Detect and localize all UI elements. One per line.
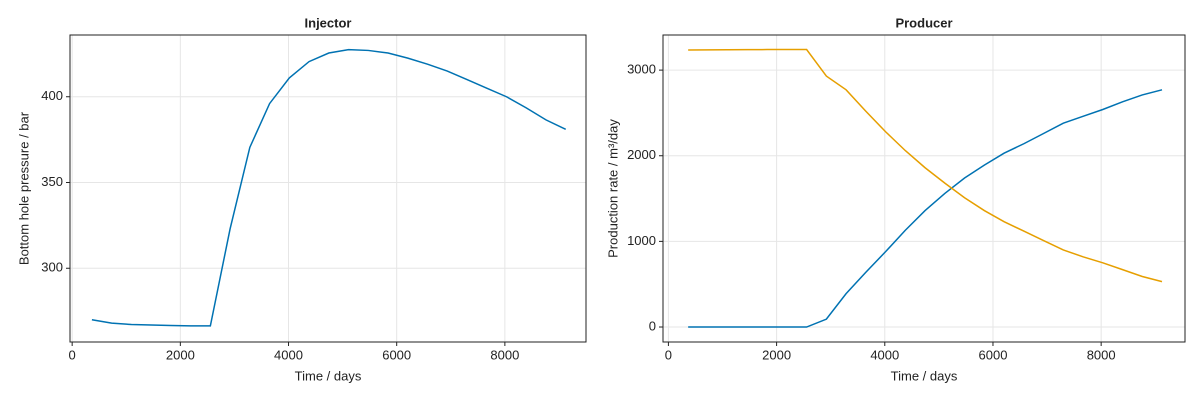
chart-title: Injector [305, 15, 352, 30]
y-tick-label: 300 [41, 260, 63, 275]
data-line [688, 48, 1163, 283]
x-axis-label: Time / days [295, 368, 362, 383]
y-axis-label: Production rate / m³/day [605, 119, 620, 258]
y-tick-label: 0 [649, 318, 656, 333]
x-axis-label: Time / days [891, 368, 958, 383]
x-tick-label: 4000 [274, 347, 303, 362]
x-tick-label: 0 [665, 347, 672, 362]
x-tick-label: 6000 [382, 347, 411, 362]
panel: 0 2000 4000 6000 8000 300 350 400 Injector Time /… [16, 15, 587, 383]
y-tick-label: 350 [41, 174, 63, 189]
x-tick-label: 2000 [762, 347, 791, 362]
y-tick-label: 1000 [627, 233, 656, 248]
x-tick-label: 4000 [870, 347, 899, 362]
data-line [688, 89, 1163, 328]
y-axis-label: Bottom hole pressure / bar [16, 111, 31, 265]
y-tick-label: 3000 [627, 62, 656, 77]
plot-frame [662, 34, 1186, 343]
y-tick-label: 2000 [627, 147, 656, 162]
y-tick-label: 400 [41, 88, 63, 103]
chart-title: Producer [895, 15, 952, 30]
x-tick-label: 8000 [1087, 347, 1116, 362]
x-tick-label: 8000 [490, 347, 519, 362]
data-line [91, 48, 567, 327]
x-tick-label: 6000 [979, 347, 1008, 362]
plot-frame [69, 34, 587, 343]
panel: 0 2000 4000 6000 8000 0 1000 2000 3000 Producer Ti… [605, 15, 1186, 383]
x-tick-label: 0 [69, 347, 76, 362]
x-tick-label: 2000 [166, 347, 195, 362]
